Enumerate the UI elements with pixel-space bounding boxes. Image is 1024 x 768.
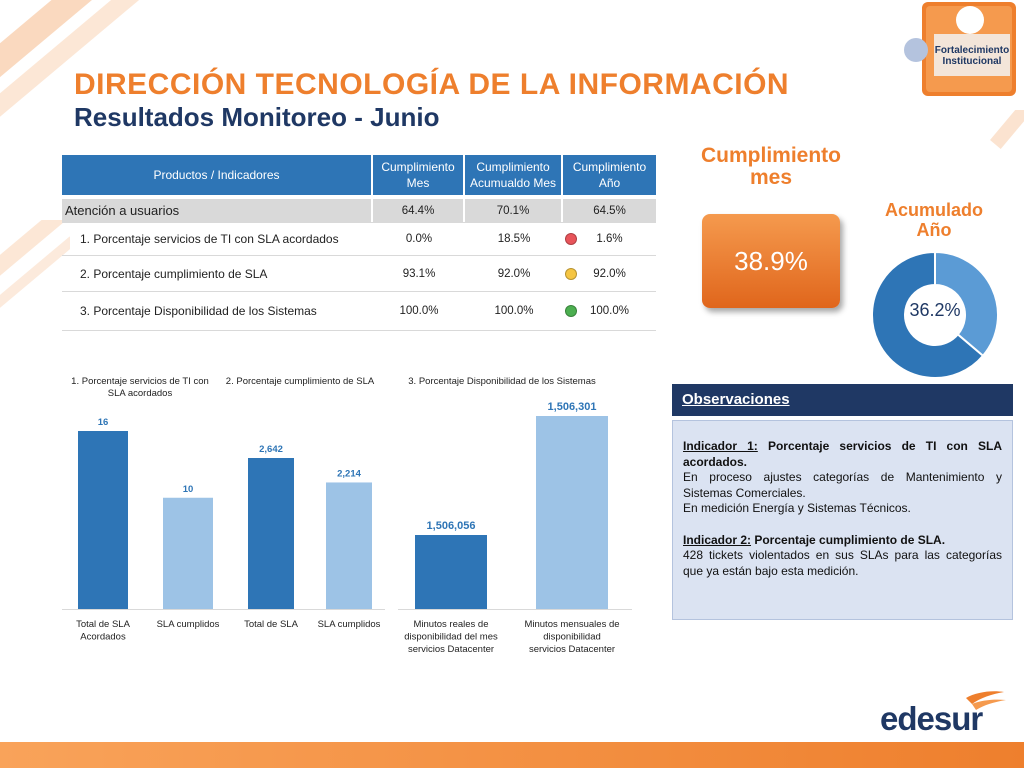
corner-decoration-left (0, 220, 70, 340)
kpi-mes-value: 38.9% (702, 214, 840, 308)
header-mes: Cumplimiento Mes (373, 155, 465, 195)
chart-data-label: 2,214 (337, 468, 361, 479)
chart-category-label: Minutos mensuales de (524, 619, 619, 630)
row-anio: 92.0% (563, 256, 656, 291)
chart-data-label: 1,506,056 (427, 520, 476, 532)
chart-category-label: Minutos reales de (414, 619, 489, 630)
status-dot-icon (565, 267, 577, 280)
row-mes: 100.0% (399, 305, 439, 317)
chart-bar (326, 482, 372, 609)
table-group-row: Atención a usuarios 64.4% 70.1% 64.5% (62, 199, 656, 223)
page-subtitle: Resultados Monitoreo - Junio (74, 102, 440, 132)
row-anio-value: 92.0% (593, 267, 626, 280)
row-acumulado: 18.5% (465, 223, 563, 255)
group-acumulado: 70.1% (465, 199, 563, 222)
footer-bar (0, 742, 1024, 768)
chart-category-label: SLA cumplidos (157, 619, 220, 630)
row-name: 3. Porcentaje Disponibilidad de los Sist… (80, 304, 317, 318)
chart-data-label: 16 (98, 417, 109, 428)
chart-data-label: 2,642 (259, 444, 283, 455)
badge-text: Fortalecimiento Institucional (934, 45, 1010, 67)
donut-remaining-segment (871, 250, 985, 379)
indicator-1-note-2: En medición Energía y Sistemas Técnicos. (683, 501, 911, 515)
row-acumulado-value: 100.0% (494, 305, 534, 317)
group-mes: 64.4% (373, 199, 465, 222)
group-anio: 64.5% (593, 204, 626, 217)
row-name: 2. Porcentaje cumplimiento de SLA (80, 266, 268, 281)
kpi-mes-label: Cumplimiento mes (701, 144, 841, 189)
row-mes: 0.0% (405, 233, 433, 245)
chart-bar (536, 416, 608, 609)
institutional-puzzle-logo (904, 2, 1016, 96)
kpi-anio-label: Acumulado Año (884, 200, 983, 240)
row-anio: 100.0% (563, 292, 656, 330)
indicator-1-heading: Indicador 1: Porcentaje servicios de TI … (683, 439, 1002, 469)
status-dot-icon (565, 233, 577, 245)
chart-bar (78, 431, 128, 609)
edesur-logo: edesur (880, 691, 1006, 737)
row-acumulado: 100.0% (465, 292, 563, 330)
row-name: 1. Porcentaje servicios de TI con SLA ac… (80, 232, 339, 246)
chart-category-label: servicios Datacenter (529, 644, 615, 655)
row-acumulado: 92.0% (465, 256, 563, 291)
chart-title: SLA acordados (108, 388, 173, 399)
row-anio-value: 1.6% (596, 233, 623, 245)
chart-title: 1. Porcentaje servicios de TI con (71, 376, 209, 387)
row-acumulado-value: 92.0% (497, 267, 531, 280)
chart-title: 2. Porcentaje cumplimiento de SLA (226, 376, 375, 387)
chart-category-label: SLA cumplidos (318, 619, 381, 630)
corner-decoration-right (990, 110, 1024, 200)
chart-category-label: disponibilidad (543, 632, 601, 643)
status-dot-icon (565, 305, 577, 317)
chart-bar (415, 535, 487, 609)
chart-bar (163, 497, 213, 609)
table-header-row: Productos / Indicadores Cumplimiento Mes… (62, 155, 656, 195)
header-acumulado: Cumplimiento Acumualdo Mes (465, 155, 563, 195)
kpi-anio-donut (871, 250, 999, 379)
chart-bar (248, 458, 294, 609)
indicator-2-heading: Indicador 2: Porcentaje cumplimiento de … (683, 532, 946, 547)
chart-title: 3. Porcentaje Disponibilidad de los Sist… (408, 376, 596, 387)
chart-category-label: servicios Datacenter (408, 644, 494, 655)
header-products: Productos / Indicadores (62, 155, 373, 195)
chart-category-label: Total de SLA (76, 619, 131, 630)
svg-text:edesur: edesur (880, 700, 983, 737)
indicators-table: Productos / Indicadores Cumplimiento Mes… (62, 155, 656, 331)
group-name: Atención a usuarios (62, 199, 373, 222)
donut-progress-segment (934, 250, 999, 358)
table-row: 2. Porcentaje cumplimiento de SLA 93.1% … (62, 256, 656, 292)
chart-category-label: Total de SLA (244, 619, 299, 630)
kpi-anio-value: 36.2% (909, 300, 961, 320)
row-anio: 1.6% (563, 223, 656, 255)
chart-data-label: 1,506,301 (548, 401, 597, 413)
observations-header: Observaciones (672, 384, 1013, 416)
observations-body: Indicador 1: Porcentaje servicios de TI … (672, 420, 1013, 620)
indicator-1-note-1: En proceso ajustes categorías de Manteni… (683, 470, 1002, 500)
indicator-2-note-1: 428 tickets violentados en sus SLAs para… (683, 548, 1002, 578)
header-anio: Cumplimiento Año (563, 155, 656, 195)
table-row: 1. Porcentaje servicios de TI con SLA ac… (62, 223, 656, 256)
chart-data-label: 10 (183, 484, 194, 495)
row-mes: 93.1% (402, 267, 436, 280)
row-anio-value: 100.0% (589, 305, 629, 317)
row-acumulado-value: 18.5% (497, 233, 531, 245)
chart-category-label: Acordados (80, 632, 126, 643)
page-title: DIRECCIÓN TECNOLOGÍA DE LA INFORMACIÓN (74, 68, 790, 101)
table-row: 3. Porcentaje Disponibilidad de los Sist… (62, 292, 656, 331)
chart-category-label: disponibilidad del mes (404, 632, 498, 643)
